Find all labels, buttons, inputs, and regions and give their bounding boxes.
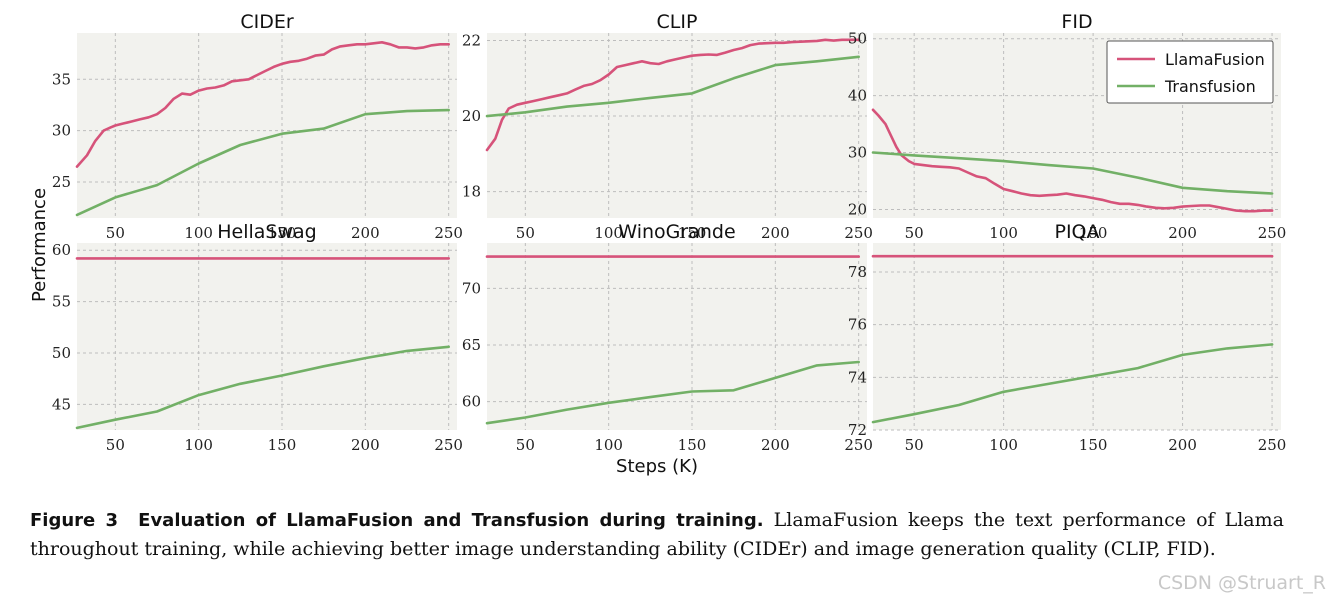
y-tick-label: 20 [462,107,481,125]
x-tick-label: 150 [268,224,297,242]
legend: LlamaFusion Transfusion [1106,40,1274,104]
legend-label-llamafusion: LlamaFusion [1165,50,1265,69]
x-tick-label: 200 [351,436,380,454]
plot-area [77,33,457,218]
y-tick-label: 30 [848,144,867,162]
legend-box [1106,40,1274,104]
series-line-llamafusion [871,108,1274,213]
y-tick-label: 72 [848,421,867,439]
panel-title: FID [1061,11,1092,33]
x-tick-label: 50 [905,436,924,454]
x-tick-label: 250 [1258,224,1287,242]
x-axis-label: Steps (K) [616,456,698,477]
x-tick-label: 200 [761,224,790,242]
y-tick-label: 65 [462,336,481,354]
y-axis-label: Performance [29,188,50,302]
x-tick-label: 50 [106,436,125,454]
x-tick-label: 250 [844,436,873,454]
y-tick-label: 74 [848,368,867,386]
y-tick-label: 70 [462,279,481,297]
x-tick-label: 200 [351,224,380,242]
series-line-transfusion [871,343,1274,424]
legend-label-transfusion: Transfusion [1164,77,1256,96]
y-tick-label: 55 [52,293,71,311]
series-line-llamafusion [75,40,451,168]
plot-area [487,243,867,430]
panel-clip: 50 100 150 200 250 18 20 22 CLIP [462,11,873,242]
panel-title: PIQA [1054,221,1099,243]
y-tick-label: 25 [52,173,71,191]
x-tick-label: 50 [905,224,924,242]
panel-cider: 50 100 150 200 250 25 30 35 CIDEr [52,11,463,242]
x-tick-label: 100 [594,436,623,454]
series-line-transfusion [871,151,1274,195]
figure: 50 100 150 200 250 25 30 35 CIDEr 50 100 150 200 250 1… [29,11,1286,477]
x-tick-label: 100 [989,224,1018,242]
plot-area [873,243,1281,430]
x-tick-label: 150 [1079,436,1108,454]
caption-figure-label: Figure 3 [30,510,119,531]
x-tick-label: 100 [989,436,1018,454]
x-tick-label: 150 [678,224,707,242]
panel-title: CIDEr [240,11,294,33]
x-tick-label: 100 [184,224,213,242]
series-line-transfusion [485,55,861,118]
y-tick-label: 18 [462,183,481,201]
plot-area [487,33,867,218]
watermark: CSDN @Struart_R [1157,572,1326,594]
panel-title: CLIP [657,11,698,33]
x-tick-label: 250 [434,224,463,242]
panel-hellaswag: 50 100 150 200 250 45 50 55 60 HellaSwag [52,221,463,454]
series-line-transfusion [75,108,451,217]
x-tick-label: 150 [268,436,297,454]
y-tick-label: 60 [52,241,71,259]
panel-title: WinoGrande [618,221,735,243]
y-tick-label: 50 [52,344,71,362]
x-tick-label: 200 [761,436,790,454]
x-tick-label: 50 [106,224,125,242]
y-tick-label: 20 [848,200,867,218]
x-tick-label: 50 [516,224,535,242]
panel-title: HellaSwag [217,221,316,243]
figure-caption: Figure 3 Evaluation of LlamaFusion and T… [30,506,1284,564]
y-tick-label: 76 [848,316,867,334]
panel-fid: 50 100 150 200 250 20 30 40 50 FID LlamaFusion Tran… [848,11,1286,242]
panel-winogrande: 50 100 150 200 250 60 65 70 WinoGrande [462,221,873,454]
y-tick-label: 50 [848,30,867,48]
y-tick-label: 30 [52,122,71,140]
y-tick-label: 22 [462,32,481,50]
x-tick-label: 200 [1168,436,1197,454]
x-tick-label: 100 [184,436,213,454]
caption-text: LlamaFusion keeps the text performance o… [30,509,1284,560]
plot-area [77,243,457,430]
x-tick-label: 100 [594,224,623,242]
series-line-transfusion [75,345,451,430]
caption-title: Evaluation of LlamaFusion and Transfusio… [138,510,764,531]
x-tick-label: 50 [516,436,535,454]
x-tick-label: 250 [434,436,463,454]
y-tick-label: 40 [848,87,867,105]
x-tick-label: 250 [1258,436,1287,454]
x-tick-label: 200 [1168,224,1197,242]
x-tick-label: 250 [844,224,873,242]
panel-piqa: 50 100 150 200 250 72 74 76 78 PIQA [848,221,1286,454]
y-tick-label: 45 [52,395,71,413]
x-tick-label: 150 [678,436,707,454]
y-tick-label: 60 [462,393,481,411]
x-tick-label: 150 [1079,224,1108,242]
y-tick-label: 35 [52,70,71,88]
y-tick-label: 78 [848,263,867,281]
series-line-transfusion [485,360,861,425]
series-line-llamafusion [485,38,861,152]
